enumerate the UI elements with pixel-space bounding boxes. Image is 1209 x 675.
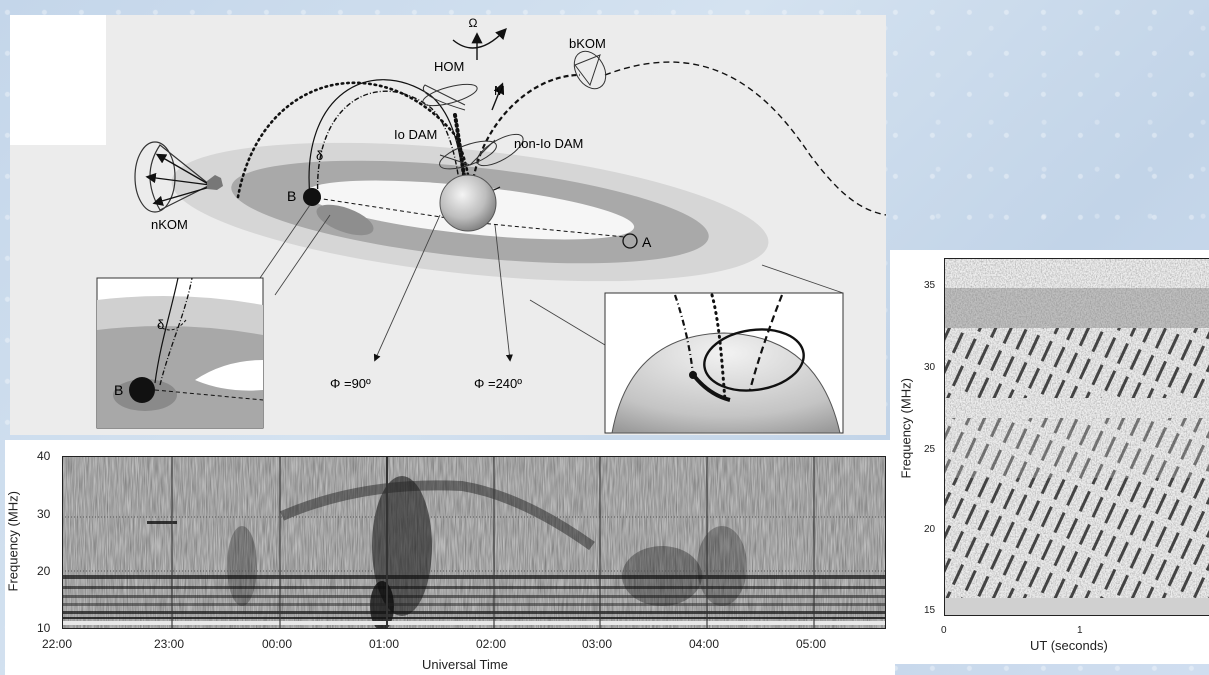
right-ytick-20: 20 (924, 524, 936, 535)
right-ytick-15: 15 (924, 605, 936, 616)
left-xlabel: Universal Time (422, 657, 508, 672)
pointer-lines (259, 204, 844, 362)
label-phi-240: Φ =240º (474, 376, 522, 391)
label-delta: δ (316, 148, 323, 163)
inset-io-footprint (96, 277, 264, 429)
right-ytick-30: 30 (924, 362, 936, 373)
label-hom: HOM (434, 59, 464, 74)
nkom-arrows (145, 153, 211, 206)
left-xtick-0100: 01:00 (369, 637, 400, 651)
burst-streaks (944, 328, 1209, 598)
left-spectrogram (62, 456, 886, 629)
magnetosphere-diagram: Ω HOM bKOM M Io DAM non-Io DAM nKOM δ B … (10, 15, 886, 435)
hour-markers (171, 456, 815, 629)
horizontal-bands (62, 516, 886, 625)
left-xtick-0300: 03:00 (582, 637, 613, 651)
nkom-source (207, 175, 223, 190)
right-xtick-0: 0 (941, 625, 947, 636)
inset-jupiter-auroral-oval (604, 292, 844, 434)
left-xtick-0500: 05:00 (796, 637, 827, 651)
left-ytick-30: 30 (37, 507, 51, 521)
label-phi-90: Φ =90º (330, 376, 371, 391)
point-a (622, 233, 638, 249)
right-spectrogram (944, 258, 1209, 616)
left-xtick-0200: 02:00 (476, 637, 507, 651)
label-bkom: bKOM (569, 36, 606, 51)
left-ylabel: Frequency (MHz) (5, 491, 21, 592)
left-xtick-2300: 23:00 (154, 637, 185, 651)
jupiter-sphere (439, 174, 497, 232)
right-xlabel: UT (seconds) (1030, 638, 1108, 653)
left-xtick-0000: 00:00 (262, 637, 293, 651)
right-ytick-25: 25 (924, 444, 936, 455)
left-ytick-40: 40 (37, 449, 51, 463)
label-inset-b: B (114, 382, 123, 398)
label-omega: Ω (469, 16, 478, 30)
left-xtick-2200: 22:00 (42, 637, 73, 651)
label-non-io-dam: non-Io DAM (514, 136, 583, 151)
label-nkom: nKOM (151, 217, 188, 232)
left-ytick-10: 10 (37, 621, 51, 635)
rotation-axis (452, 27, 507, 111)
label-m: M (494, 83, 505, 98)
io-moon (303, 188, 321, 206)
right-ytick-35: 35 (924, 280, 936, 291)
left-xtick-0400: 04:00 (689, 637, 720, 651)
label-io-dam: Io DAM (394, 127, 437, 142)
label-a: A (642, 234, 652, 250)
left-ytick-20: 20 (37, 564, 51, 578)
emission-cones (134, 50, 607, 213)
label-b: B (287, 188, 296, 204)
label-inset-delta: δ (157, 317, 164, 332)
right-xtick-1: 1 (1077, 625, 1083, 636)
right-ylabel: Frequency (MHz) (898, 378, 914, 479)
